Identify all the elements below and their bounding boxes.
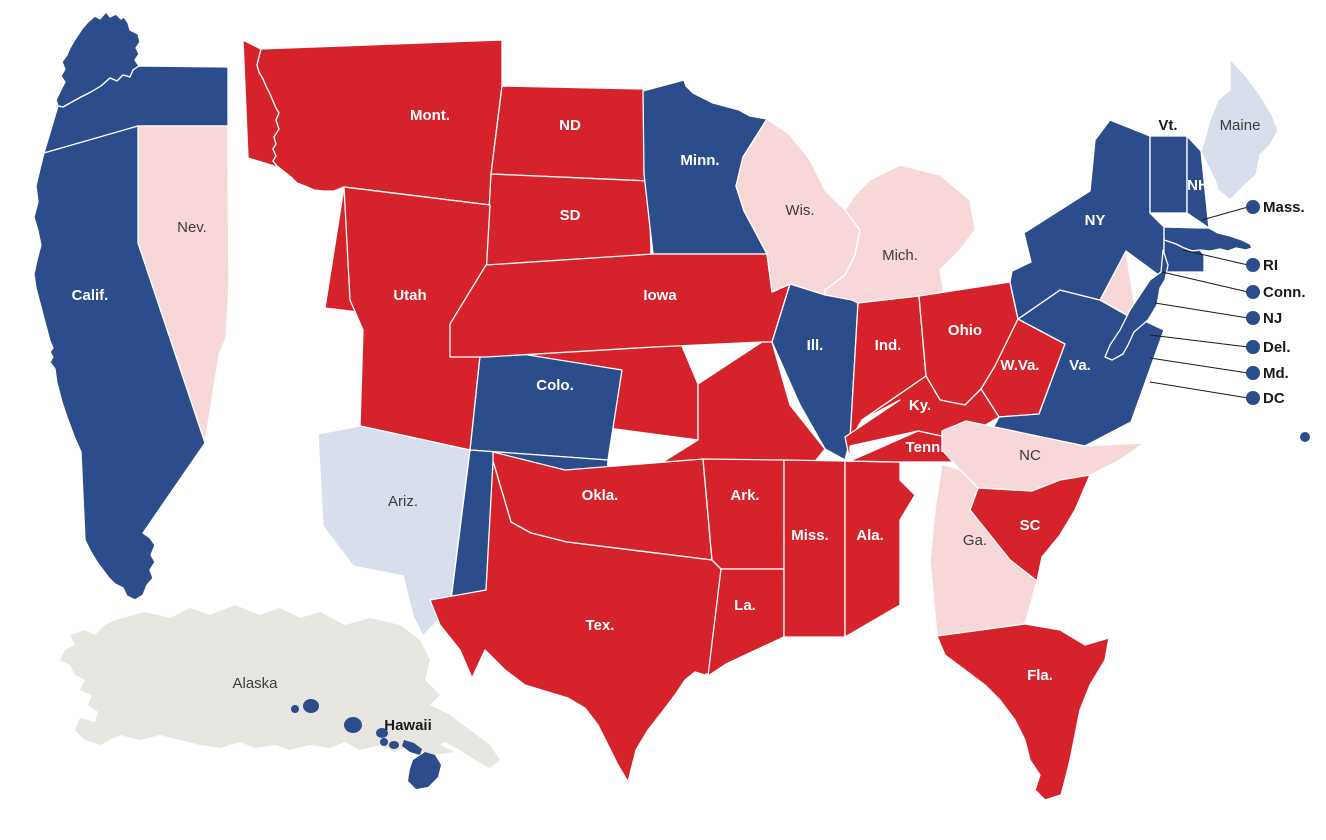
svg-text:Va.: Va. [1069, 357, 1091, 374]
svg-text:La.: La. [734, 597, 756, 614]
svg-text:ND: ND [559, 117, 581, 134]
svg-text:Tenn.: Tenn. [906, 439, 945, 456]
svg-text:Minn.: Minn. [680, 152, 719, 169]
svg-text:NC: NC [1019, 447, 1041, 464]
svg-text:Md.: Md. [1263, 365, 1289, 382]
svg-text:SC: SC [1020, 517, 1041, 534]
svg-text:Ill.: Ill. [807, 337, 824, 354]
svg-text:Nev.: Nev. [177, 219, 207, 236]
svg-text:Utah: Utah [393, 287, 426, 304]
svg-text:Mont.: Mont. [410, 107, 450, 124]
svg-text:Ohio: Ohio [948, 322, 982, 339]
svg-text:Vt.: Vt. [1158, 117, 1177, 134]
svg-text:Alaska: Alaska [232, 675, 278, 692]
svg-text:SD: SD [560, 207, 581, 224]
svg-text:Ky.: Ky. [909, 397, 931, 414]
svg-text:Ind.: Ind. [875, 337, 902, 354]
svg-text:Tex.: Tex. [586, 617, 615, 634]
svg-text:Maine: Maine [1220, 117, 1261, 134]
svg-text:Okla.: Okla. [582, 487, 619, 504]
svg-text:NH: NH [1187, 177, 1209, 194]
svg-text:RI: RI [1263, 257, 1278, 274]
svg-text:Del.: Del. [1263, 339, 1291, 356]
svg-text:W.Va.: W.Va. [1000, 357, 1039, 374]
svg-text:Ariz.: Ariz. [388, 493, 418, 510]
svg-text:Fla.: Fla. [1027, 667, 1053, 684]
svg-text:DC: DC [1263, 390, 1285, 407]
svg-text:NY: NY [1085, 212, 1106, 229]
svg-text:Wis.: Wis. [785, 202, 814, 219]
svg-text:Ga.: Ga. [963, 532, 987, 549]
svg-text:Colo.: Colo. [536, 377, 574, 394]
svg-text:Mich.: Mich. [882, 247, 918, 264]
svg-text:Calif.: Calif. [72, 287, 109, 304]
svg-text:Iowa: Iowa [643, 287, 677, 304]
svg-text:Conn.: Conn. [1263, 284, 1306, 301]
svg-text:Ark.: Ark. [730, 487, 759, 504]
svg-text:Miss.: Miss. [791, 527, 829, 544]
svg-text:Ala.: Ala. [856, 527, 884, 544]
svg-text:Mass.: Mass. [1263, 199, 1305, 216]
svg-text:NJ: NJ [1263, 310, 1282, 327]
svg-text:Hawaii: Hawaii [384, 717, 432, 734]
